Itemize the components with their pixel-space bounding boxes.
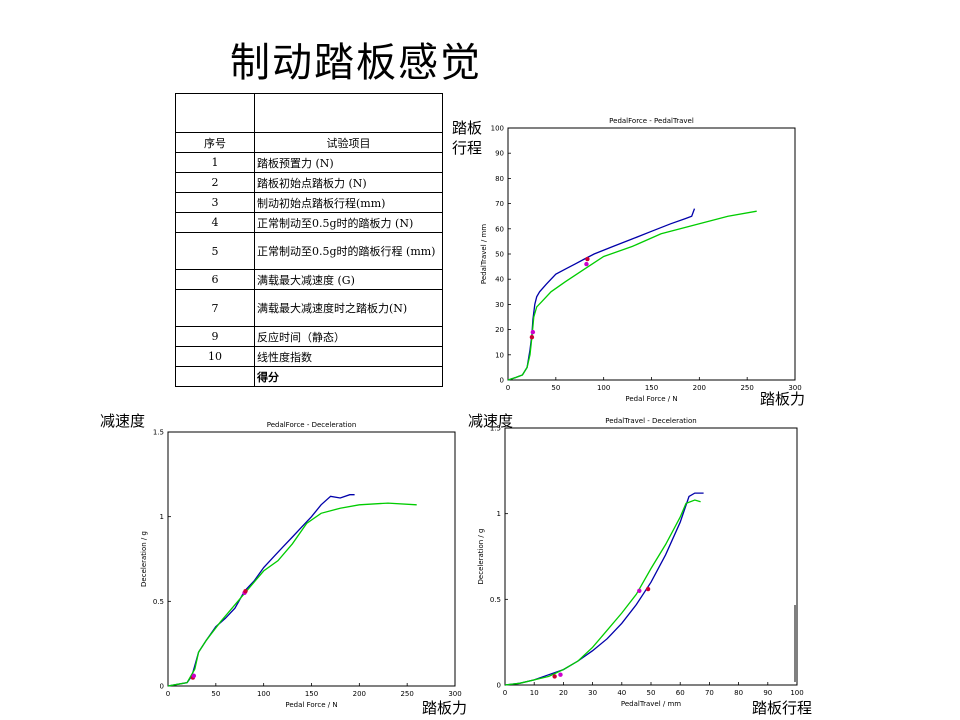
y-tick-label: 100 xyxy=(491,125,504,133)
table-row: 9 反应时间（静态） xyxy=(175,326,443,347)
column-header-item: 试验项目 xyxy=(254,132,443,153)
chart1-x-label: 踏板力 xyxy=(760,390,806,408)
table-row: 10 线性度指数 xyxy=(175,346,443,367)
x-tick-label: 80 xyxy=(734,689,743,697)
x-tick-label: 150 xyxy=(645,384,658,392)
table-row: 得分 xyxy=(175,366,443,387)
x-tick-label: 150 xyxy=(305,690,318,698)
chart2-y-label: 减速度 xyxy=(100,412,146,430)
x-tick-label: 250 xyxy=(400,690,413,698)
y-tick-label: 40 xyxy=(495,276,504,284)
chart2-x-label: 踏板力 xyxy=(422,699,468,717)
x-tick-label: 250 xyxy=(740,384,753,392)
data-marker xyxy=(243,588,248,594)
table-cell xyxy=(254,93,443,133)
y-tick-label: 0 xyxy=(497,682,501,690)
test-items-table: 序号 试验项目 1 踏板预置力 (N) 2 踏板初始点踏板力 (N) 3 制动初… xyxy=(175,93,443,387)
y-axis-label: Deceleration / g xyxy=(140,531,148,587)
x-axis-label: PedalTravel / mm xyxy=(621,700,681,708)
x-tick-label: 50 xyxy=(647,689,656,697)
data-marker xyxy=(530,329,536,335)
table-cell xyxy=(175,93,255,133)
chart-frame xyxy=(167,431,456,687)
y-tick-label: 1.5 xyxy=(153,429,164,437)
row-no: 10 xyxy=(175,346,255,367)
series-line-green xyxy=(507,210,757,381)
x-tick-label: 50 xyxy=(211,690,220,698)
row-item: 满载最大减速度 (G) xyxy=(254,269,443,290)
y-tick-label: 0 xyxy=(500,377,504,385)
page-title: 制动踏板感觉 xyxy=(230,40,482,86)
data-marker xyxy=(584,261,589,267)
table-row: 5 正常制动至0.5g时的踏板行程 (mm) xyxy=(175,232,443,270)
y-tick-label: 0 xyxy=(160,683,164,691)
chart3-x-label: 踏板行程 xyxy=(752,699,813,717)
chart3-y-label: 减速度 xyxy=(468,412,514,430)
y-tick-label: 30 xyxy=(495,301,504,309)
data-marker xyxy=(552,674,557,679)
table-row xyxy=(175,93,443,133)
series-line-blue xyxy=(167,494,355,687)
chart-title: PedalTravel - Deceleration xyxy=(605,417,696,425)
y-tick-label: 60 xyxy=(495,225,504,233)
x-axis-label: Pedal Force / N xyxy=(625,395,677,403)
data-marker xyxy=(645,586,651,592)
y-tick-label: 1 xyxy=(497,510,501,518)
chart1-y-label: 踏板 行程 xyxy=(452,119,483,157)
x-tick-label: 40 xyxy=(617,689,626,697)
series-line-green xyxy=(167,502,417,687)
y-tick-label: 0.5 xyxy=(490,596,501,604)
table-row: 6 满载最大减速度 (G) xyxy=(175,269,443,290)
y-tick-label: 10 xyxy=(495,351,504,359)
table-row: 2 踏板初始点踏板力 (N) xyxy=(175,172,443,193)
row-item: 正常制动至0.5g时的踏板行程 (mm) xyxy=(254,232,443,270)
y-tick-label: 90 xyxy=(495,150,504,158)
series-line-blue xyxy=(507,208,696,381)
data-marker xyxy=(585,256,590,262)
x-tick-label: 100 xyxy=(257,690,270,698)
table-row: 4 正常制动至0.5g时的踏板力 (N) xyxy=(175,212,443,233)
y-tick-label: 50 xyxy=(495,251,504,259)
y-tick-label: 80 xyxy=(495,175,504,183)
row-item: 踏板预置力 (N) xyxy=(254,152,443,173)
row-item: 满载最大减速度时之踏板力(N) xyxy=(254,289,443,327)
x-tick-label: 90 xyxy=(763,689,772,697)
y-tick-label: 0.5 xyxy=(153,598,164,606)
x-tick-label: 50 xyxy=(551,384,560,392)
y-tick-label: 20 xyxy=(495,326,504,334)
x-tick-label: 0 xyxy=(506,384,510,392)
series-line-blue xyxy=(504,492,704,686)
y-axis-label: Deceleration / g xyxy=(477,529,485,585)
x-tick-label: 30 xyxy=(588,689,597,697)
chart-frame xyxy=(504,427,798,686)
data-marker xyxy=(191,673,197,679)
chart-title: PedalForce - PedalTravel xyxy=(609,117,694,125)
x-tick-label: 20 xyxy=(559,689,568,697)
data-marker xyxy=(558,672,563,677)
x-tick-label: 100 xyxy=(597,384,610,392)
y-tick-label: 1 xyxy=(160,513,164,521)
series-line-green xyxy=(504,499,701,686)
chart-title: PedalForce - Deceleration xyxy=(267,421,357,429)
data-marker xyxy=(529,334,535,340)
x-tick-label: 300 xyxy=(788,384,801,392)
x-tick-label: 60 xyxy=(676,689,685,697)
x-tick-label: 200 xyxy=(353,690,366,698)
x-tick-label: 70 xyxy=(705,689,714,697)
data-marker xyxy=(637,588,642,593)
x-tick-label: 100 xyxy=(790,689,803,697)
x-tick-label: 200 xyxy=(693,384,706,392)
x-tick-label: 300 xyxy=(448,690,461,698)
chart-frame xyxy=(507,127,796,381)
x-tick-label: 10 xyxy=(530,689,539,697)
y-axis-label: PedalTravel / mm xyxy=(480,224,488,284)
x-tick-label: 0 xyxy=(503,689,507,697)
y-tick-label: 70 xyxy=(495,200,504,208)
x-tick-label: 0 xyxy=(166,690,170,698)
x-axis-label: Pedal Force / N xyxy=(285,701,337,709)
score-label: 得分 xyxy=(254,366,443,387)
y-tick-label: 1.5 xyxy=(490,425,501,433)
table-row: 7 满载最大减速度时之踏板力(N) xyxy=(175,289,443,327)
